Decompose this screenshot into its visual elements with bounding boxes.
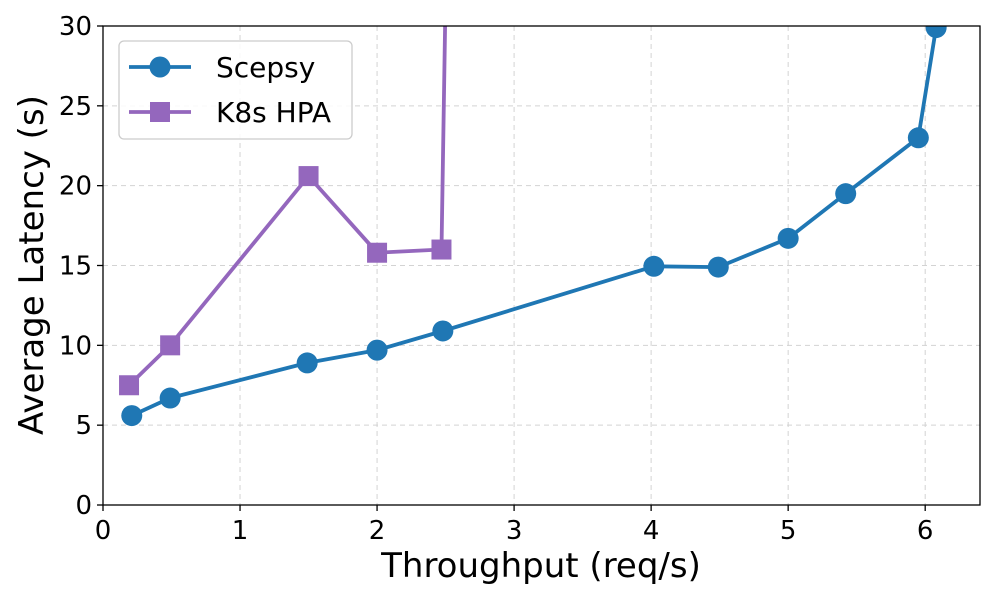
data-point (835, 183, 857, 205)
x-tick-label: 3 (506, 516, 523, 546)
data-point (298, 166, 319, 187)
y-tick-label: 25 (59, 92, 92, 122)
data-point (119, 375, 140, 396)
data-point (777, 227, 799, 249)
data-point (431, 239, 452, 260)
y-tick-label: 5 (75, 411, 92, 441)
series-layer (119, 0, 947, 427)
x-tick-label: 1 (232, 516, 249, 546)
y-tick-label: 10 (59, 331, 92, 361)
data-point (432, 320, 454, 342)
y-axis-title: Average Latency (s) (12, 95, 52, 435)
data-point (907, 127, 929, 149)
data-point (159, 387, 181, 409)
legend-item: Scepsy (129, 51, 315, 84)
x-tick-label: 6 (917, 516, 934, 546)
data-point (436, 0, 456, 4)
data-point (366, 339, 388, 361)
data-point (367, 242, 388, 263)
y-tick-label: 30 (59, 12, 92, 42)
y-tick-label: 0 (75, 491, 92, 521)
legend-marker (149, 56, 171, 78)
y-tick-label: 20 (59, 172, 92, 202)
data-point (121, 405, 143, 427)
data-point (643, 255, 665, 277)
x-tick-label: 4 (643, 516, 660, 546)
grid (103, 26, 980, 505)
x-axis-title: Throughput (req/s) (380, 546, 701, 586)
data-point (707, 256, 729, 278)
series-scepsy (121, 26, 947, 427)
data-point (296, 352, 318, 374)
legend-label: K8s HPA (216, 96, 331, 129)
data-point (925, 26, 947, 39)
x-tick-label: 5 (780, 516, 797, 546)
legend-item: K8s HPA (129, 96, 331, 129)
x-tick-label: 0 (95, 516, 112, 546)
legend-label: Scepsy (216, 51, 315, 84)
y-tick-label: 15 (59, 252, 92, 282)
series-k8s-hpa (119, 0, 456, 396)
x-tick-label: 2 (369, 516, 386, 546)
legend: Scepsy K8s HPA (118, 40, 353, 140)
data-point (160, 335, 181, 356)
legend-marker (150, 102, 170, 122)
tick-labels: 0 1 2 3 4 5 6 0 5 10 15 20 25 30 (59, 12, 934, 546)
